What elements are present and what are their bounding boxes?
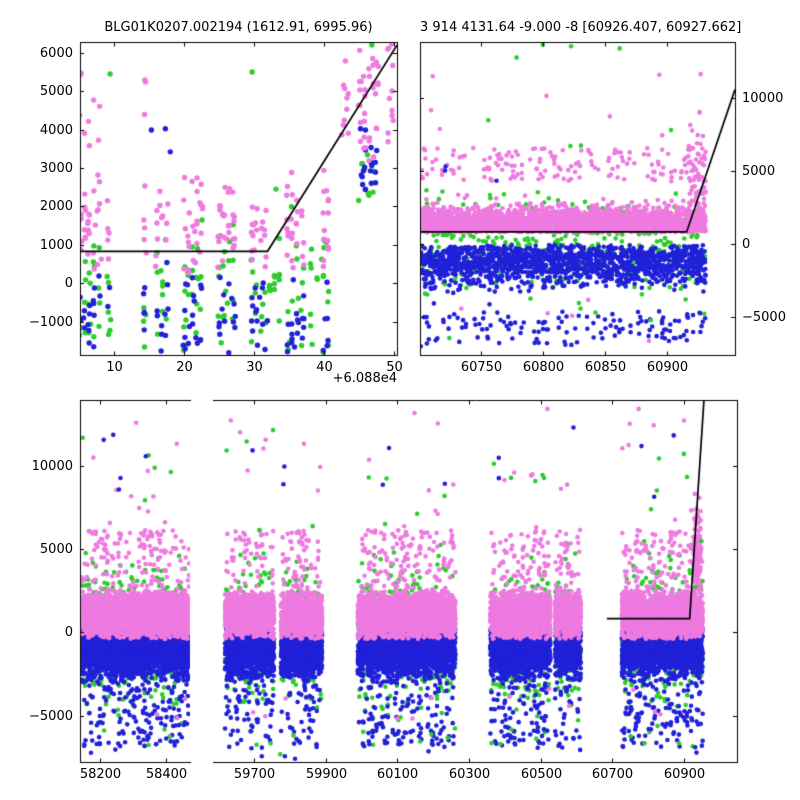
x-tick-label: 60100	[376, 767, 419, 782]
y-tick-label: 5000	[39, 83, 73, 99]
x-axis-offset-label: +6.088e4	[332, 371, 397, 386]
y-tick-label: 0	[64, 275, 73, 291]
y-tick-label: 10000	[742, 90, 784, 106]
y-tick-label: 6000	[39, 45, 73, 61]
x-tick-label: 58400	[145, 767, 188, 782]
y-tick-label: 0	[64, 624, 73, 640]
y-tick-label: 4000	[39, 122, 73, 138]
y-tick-label: 5000	[742, 163, 776, 179]
y-tick-label: 0	[742, 236, 751, 252]
x-tick-label: 60850	[584, 360, 627, 375]
x-tick-label: 50	[386, 360, 403, 375]
y-tick-label: −1000	[29, 314, 73, 330]
x-tick-label: 58200	[79, 767, 122, 782]
x-tick-label: 59900	[305, 767, 348, 782]
x-tick-label: 30	[246, 360, 263, 375]
y-tick-label: 3000	[39, 160, 73, 176]
x-tick-label: 60900	[646, 360, 689, 375]
y-tick-label: 2000	[39, 198, 73, 214]
x-tick-label: 59700	[233, 767, 276, 782]
x-tick-label: 60300	[448, 767, 491, 782]
x-tick-label: 60700	[591, 767, 634, 782]
x-tick-label: 40	[316, 360, 333, 375]
x-tick-label: 60900	[663, 767, 706, 782]
y-tick-label: 5000	[39, 541, 73, 557]
panel-title-left: BLG01K0207.002194 (1612.91, 6995.96)	[104, 20, 373, 35]
x-tick-label: 60500	[520, 767, 563, 782]
x-tick-label: 60750	[460, 360, 503, 375]
x-tick-label: 20	[176, 360, 193, 375]
y-tick-label: −5000	[29, 708, 73, 724]
y-tick-label: 10000	[31, 458, 73, 474]
y-tick-label: 1000	[39, 237, 73, 253]
panel-title-right: 3 914 4131.64 -9.000 -8 [60926.407, 6092…	[420, 20, 742, 35]
x-tick-label: 60800	[522, 360, 565, 375]
y-tick-label: −5000	[742, 309, 786, 325]
x-tick-label: 10	[106, 360, 123, 375]
